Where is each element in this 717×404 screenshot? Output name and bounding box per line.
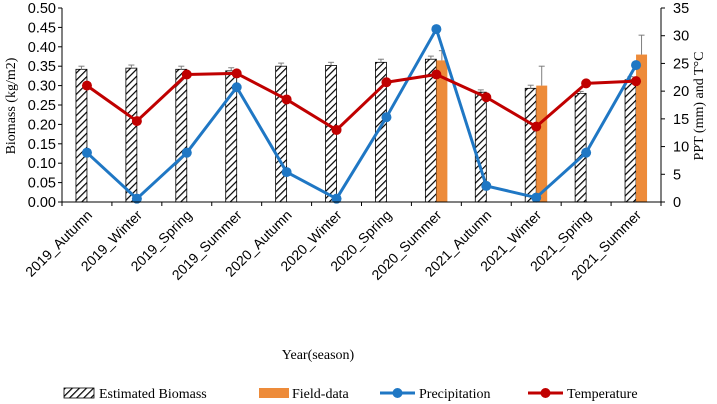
point-temperature <box>231 68 242 79</box>
point-temperature <box>331 124 342 135</box>
y-tick-label: 0.50 <box>28 1 56 17</box>
y-tick-label: 0.05 <box>28 176 56 192</box>
y-tick-label: 0.30 <box>28 79 56 95</box>
legend-label-estimated-biomass: Estimated Biomass <box>99 387 207 402</box>
bar-estimated-biomass <box>524 87 537 203</box>
y2-tick-label: 0 <box>673 195 681 211</box>
legend-marker-temperature <box>540 388 551 398</box>
point-precipitation <box>431 24 442 35</box>
point-temperature <box>481 92 492 103</box>
point-temperature <box>131 116 142 127</box>
bar-estimated-biomass <box>175 68 188 203</box>
y2-tick-label: 35 <box>673 1 689 17</box>
y-tick-label: 0.40 <box>28 40 56 56</box>
y-tick-label: 0.10 <box>28 156 56 172</box>
y2-axis-title: PPT (mm) and T°C <box>692 52 707 161</box>
y2-tick-label: 15 <box>673 112 689 128</box>
point-precipitation <box>281 167 292 178</box>
point-precipitation <box>81 147 92 158</box>
legend-label-temperature: Temperature <box>567 387 638 402</box>
y-tick-label: 0.15 <box>28 137 56 153</box>
y-tick-label: 0.00 <box>28 195 56 211</box>
y2-tick-label: 25 <box>673 56 689 72</box>
left-axis-ticks: 0.00 0.05 0.10 0.15 0.20 0.25 0.30 0.35 0.40 0.45… <box>28 1 62 211</box>
line-temperature <box>86 71 637 132</box>
legend-label-precipitation: Precipitation <box>419 387 491 402</box>
point-precipitation <box>181 147 192 158</box>
point-precipitation <box>481 180 492 191</box>
line-precipitation <box>85 27 638 201</box>
point-precipitation <box>381 112 392 123</box>
y-tick-label: 0.45 <box>28 20 56 36</box>
bar-estimated-biomass <box>624 79 637 203</box>
x-axis-ticks: 2019_Autumn2019_Winter2019_Spring2019_Su… <box>22 202 662 283</box>
y-tick-label: 0.25 <box>28 98 56 114</box>
point-temperature <box>631 76 642 87</box>
point-precipitation <box>231 82 242 93</box>
right-axis-ticks: 0 5 10 15 20 25 30 35 <box>661 1 689 211</box>
bar-field-data <box>536 85 548 202</box>
y2-tick-label: 30 <box>673 29 689 45</box>
point-temperature <box>281 94 292 105</box>
point-temperature <box>81 80 92 91</box>
y-tick-label: 0.20 <box>28 117 56 133</box>
legend-swatch-estimated-biomass <box>63 387 95 399</box>
point-precipitation <box>331 193 342 204</box>
legend-swatch-field-data <box>259 388 289 398</box>
bar-estimated-biomass <box>275 65 288 203</box>
lines-layer <box>81 24 642 204</box>
bar-estimated-biomass <box>125 67 138 203</box>
point-temperature <box>431 69 442 80</box>
bar-field-data <box>436 60 448 202</box>
x-axis-title: Year(season) <box>282 348 355 363</box>
y-tick-label: 0.35 <box>28 59 56 75</box>
point-precipitation <box>581 147 592 158</box>
point-precipitation <box>531 192 542 203</box>
y2-tick-label: 5 <box>673 167 681 183</box>
point-precipitation <box>631 60 642 71</box>
bar-estimated-biomass <box>424 58 437 203</box>
y2-tick-label: 20 <box>673 84 689 100</box>
legend: Estimated Biomass Field-data Precipitati… <box>63 387 638 402</box>
legend-label-field-data: Field-data <box>292 387 350 402</box>
point-temperature <box>531 121 542 132</box>
point-temperature <box>581 78 592 89</box>
bar-field-data <box>636 54 648 203</box>
point-temperature <box>381 77 392 88</box>
y-axis-title: Biomass (kg/m2) <box>4 57 19 154</box>
point-precipitation <box>131 193 142 204</box>
point-temperature <box>181 69 192 80</box>
bar-estimated-biomass <box>574 92 587 203</box>
y2-tick-label: 10 <box>673 140 689 156</box>
legend-marker-precipitation <box>392 388 403 398</box>
